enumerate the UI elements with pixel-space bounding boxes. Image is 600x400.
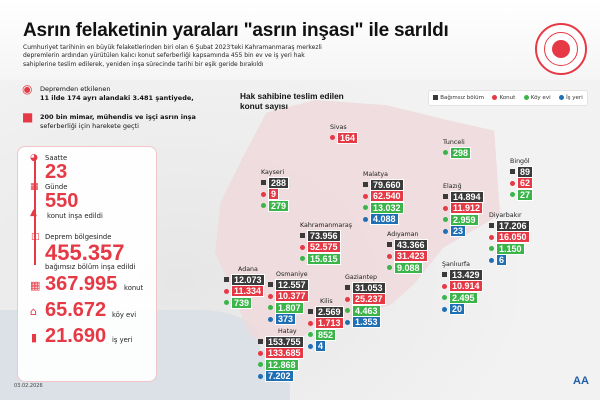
legend-item-konut: Konut <box>492 95 515 101</box>
aa-logo-icon: AA <box>573 375 589 387</box>
city-adiyaman: Adıyaman 43.366 31.423 9.088 <box>387 231 428 274</box>
emblem-icon <box>552 40 570 58</box>
timeline-line <box>34 160 36 265</box>
map-title: Hak sahibine teslim edilen konut sayısı <box>240 91 344 111</box>
city-sivas: Sivas 164 <box>330 124 359 144</box>
city-malatya: Malatya 79.660 62.540 13.032 4.088 <box>363 171 404 226</box>
city-hatay: Hatay 153.755 133.685 12.868 7.202 <box>258 328 304 383</box>
legend-item-is: İş yeri <box>559 95 583 101</box>
info-sites: ◉ Depremden etkilenen 11 ilde 174 ayrı a… <box>22 82 194 102</box>
worker-icon: ■ <box>22 110 34 124</box>
info-workers: ■ 200 bin mimar, mühendis ve işçi asrın … <box>22 110 196 130</box>
crane-icon: ▲ <box>30 208 37 218</box>
clock-icon: ◕ <box>30 153 38 163</box>
city-diyarbakir: Diyarbakır 17.206 16.050 1.150 6 <box>489 212 530 267</box>
map-legend: Bağımsız bölüm Konut Köy evi İş yeri <box>428 90 588 106</box>
legend-item-koy: Köy evi <box>523 95 551 101</box>
city-kilis: Kilis 2.569 1.713 852 4 <box>308 298 344 353</box>
stats-card <box>17 146 157 382</box>
location-pin-icon: ◉ <box>22 82 33 96</box>
city-elazig: Elazığ 14.894 11.912 2.959 23 <box>443 183 484 238</box>
ministry-logo <box>535 23 587 75</box>
city-sanliurfa: Şanlıurfa 13.429 10.914 2.495 20 <box>442 261 483 316</box>
office-building-icon: ▮ <box>31 331 38 344</box>
city-kahramanmaras: Kahramanmaraş 73.956 52.575 15.615 <box>300 222 353 265</box>
apartment-icon: ▦ <box>30 279 41 292</box>
date-label: 03.02.2026 <box>14 383 43 389</box>
city-bingol: Bingöl 89 62 27 <box>510 158 534 201</box>
city-kayseri: Kayseri 288 9 279 <box>261 169 290 212</box>
city-tunceli: Tunceli 298 <box>443 139 472 159</box>
city-osmaniye: Osmaniye 12.557 10.377 1.807 373 <box>268 271 309 326</box>
legend-item-bagimsiz: Bağımsız bölüm <box>433 95 484 101</box>
house-icon: ⌂ <box>30 305 37 318</box>
city-gaziantep: Gaziantep 31.053 25.237 4.463 1.353 <box>345 274 386 329</box>
calendar-icon: ▦ <box>30 182 39 192</box>
city-adana: Adana 12.073 11.334 739 <box>224 266 265 309</box>
page-subtitle: Cumhuriyet tarihinin en büyük felaketler… <box>23 44 322 68</box>
square-icon: □ <box>31 232 40 242</box>
page-title: Asrın felaketinin yaraları "asrın inşası… <box>23 20 449 41</box>
header <box>0 0 600 80</box>
